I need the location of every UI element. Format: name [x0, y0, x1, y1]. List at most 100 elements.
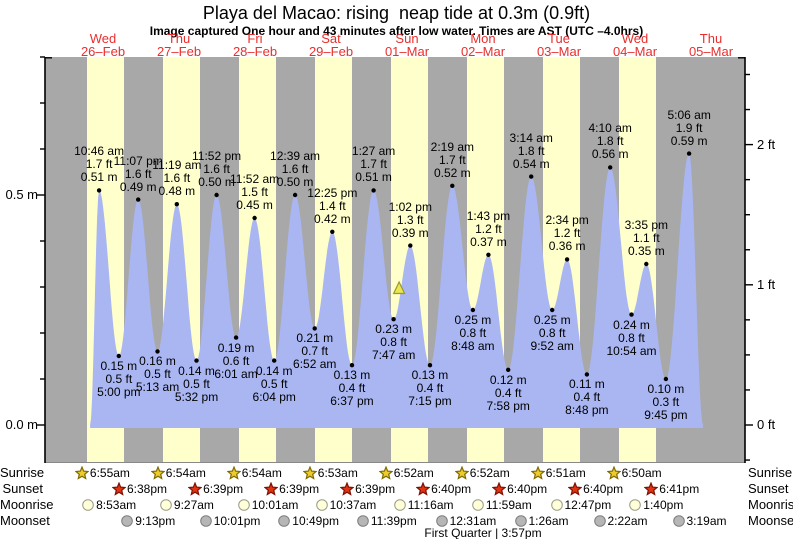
sunset-entry: 6:40pm	[568, 482, 623, 496]
sunrise-entry: 6:50am	[606, 466, 662, 480]
high-tide-label-line: 4:10 am	[588, 121, 632, 136]
moonrise-icon	[160, 499, 172, 511]
day-label-line: Thu	[699, 31, 723, 46]
high-tide-label: 3:14 am 1.8 ft 0.54 m	[491, 131, 571, 171]
low-tide-label-line: 0.12 m	[489, 372, 527, 387]
high-tide-label-line: 2:34 pm	[545, 213, 589, 228]
row-label-left-sunset: Sunset	[2, 481, 43, 496]
day-label-line: 04–Mar	[612, 44, 658, 59]
moonrise-entry: 11:59am	[471, 498, 532, 512]
moonset-icon	[357, 515, 369, 527]
low-tide-label: 0.11 m 0.4 ft 8:48 pm	[547, 378, 627, 417]
day-label-line: Sun	[395, 31, 419, 46]
moonset-time: 11:39pm	[370, 513, 417, 528]
sunset-time: 6:40pm	[507, 481, 548, 496]
low-tide-label-line: 6:04 pm	[252, 389, 296, 404]
high-tide-label: 1:43 pm 1.2 ft 0.37 m	[448, 208, 528, 249]
moonrise-entry: 11:16am	[393, 498, 454, 512]
sunset-icon	[112, 482, 126, 496]
high-tide-label: 10:46 am 1.7 ft 0.51 m	[59, 145, 139, 184]
sunset-time: 6:40pm	[583, 481, 624, 496]
low-tide-label-line: 0.3 ft	[652, 395, 680, 409]
sunset-entry: 6:38pm	[112, 482, 167, 496]
high-tide-label: 11:52 pm 1.6 ft 0.50 m	[177, 150, 257, 189]
low-tide-label: 0.13 m 0.4 ft 6:37 pm	[312, 369, 392, 408]
y-axis-label-right: 1 ft	[757, 276, 776, 292]
high-tide-label: 2:19 am 1.7 ft 0.52 m	[412, 140, 492, 180]
low-tide-label-line: 9:45 pm	[644, 408, 688, 422]
moonset-time: 10:49pm	[292, 513, 339, 528]
moonrise-icon	[315, 499, 328, 511]
high-tide-label: 11:52 am 1.5 ft 0.45 m	[215, 173, 295, 212]
high-tide-label-line: 0.37 m	[470, 234, 507, 249]
sunset-icon	[264, 482, 279, 496]
sunset-entry: 6:39pm	[188, 482, 243, 496]
day-label-line: Thu	[167, 31, 191, 46]
row-label-right-moonrise: Moonrise	[748, 497, 793, 512]
low-tide-label: 0.25 m 0.8 ft 9:52 am	[512, 314, 592, 353]
day-label-line: Wed	[621, 31, 649, 46]
moonrise-time: 12:47pm	[564, 497, 612, 512]
day-label-line: 03–Mar	[536, 44, 582, 59]
day-label-line: Tue	[548, 31, 570, 46]
sunrise-entry: 6:54am	[150, 466, 206, 480]
moonset-entry: 9:13pm	[120, 514, 175, 528]
sunset-time: 6:40pm	[431, 481, 472, 496]
chart-subtitle: Image captured One hour and 43 minutes a…	[149, 24, 644, 38]
sunset-time: 6:39pm	[355, 481, 396, 496]
moonset-icon	[672, 515, 685, 527]
high-tide-label-line: 0.54 m	[512, 156, 550, 171]
moonset-time: 1:26am	[528, 513, 569, 528]
high-tide-label-line: 1.9 ft	[675, 120, 703, 135]
sunset-time: 6:41pm	[659, 481, 700, 496]
moonrise-icon	[629, 499, 642, 511]
day-label-line: Fri	[247, 31, 263, 46]
low-tide-label-line: 0.13 m	[333, 368, 371, 383]
moonrise-time: 11:16am	[407, 497, 454, 512]
high-tide-label: 11:19 am 1.6 ft 0.48 m	[137, 159, 217, 198]
low-tide-label-line: 10:54 am	[606, 343, 657, 358]
high-tide-label-line: 11:07 pm	[113, 153, 163, 168]
moonset-entry: 12:31am	[435, 514, 496, 528]
row-label-left-moonrise: Moonrise	[0, 497, 54, 512]
low-tide-label: 0.25 m 0.8 ft 8:48 am	[433, 314, 513, 353]
high-tide-label-line: 1.6 ft	[163, 171, 191, 186]
high-tide-label-line: 0.45 m	[236, 198, 273, 212]
y-axis-label-right: 2 ft	[757, 136, 776, 152]
moonrise-time: 10:37am	[329, 497, 377, 512]
sunset-time: 6:39pm	[203, 481, 244, 496]
moonset-icon	[121, 515, 133, 527]
moonset-time: 3:19am	[686, 513, 727, 528]
plot-bottom-line	[45, 462, 745, 463]
low-tide-label-line: 0.24 m	[613, 317, 650, 332]
day-label: Fri 28–Feb	[220, 32, 290, 58]
low-tide-label: 0.14 m 0.5 ft 5:32 pm	[157, 364, 237, 404]
day-label-line: 29–Feb	[308, 44, 354, 59]
day-label: Sat 29–Feb	[296, 32, 366, 58]
low-tide-label-line: 6:52 am	[293, 357, 337, 372]
high-tide-label-line: 0.35 m	[628, 244, 665, 258]
high-tide-label-line: 0.52 m	[433, 165, 471, 180]
moonrise-icon	[393, 499, 406, 511]
high-tide-label-line: 0.50 m	[276, 175, 314, 189]
day-label-line: 02–Mar	[460, 44, 506, 59]
low-tide-label-line: 8:48 am	[451, 339, 495, 353]
high-tide-label-line: 1.2 ft	[475, 221, 502, 236]
moonset-entry: 1:26am	[514, 514, 569, 528]
high-tide-label-line: 1.2 ft	[553, 226, 581, 241]
high-tide-label-line: 1.6 ft	[281, 162, 309, 176]
moonrise-entry: 1:40pm	[628, 498, 683, 512]
moonrise-entry: 12:47pm	[550, 497, 612, 512]
high-tide-label-line: 1.1 ft	[633, 231, 660, 245]
sunrise-time: 6:53am	[317, 465, 358, 480]
high-tide-label-line: 0.36 m	[548, 239, 586, 254]
sunset-icon	[492, 482, 507, 496]
sunrise-time: 6:52am	[393, 465, 434, 480]
sunrise-time: 6:54am	[241, 465, 282, 480]
high-tide-label-line: 1:43 pm	[466, 208, 511, 223]
high-tide-label-line: 0.49 m	[119, 179, 157, 194]
low-tide-label-line: 6:37 pm	[330, 394, 374, 409]
moonrise-time: 9:27am	[173, 497, 214, 512]
low-tide-label-line: 0.7 ft	[301, 344, 329, 359]
moonset-entry: 10:49pm	[277, 514, 339, 528]
